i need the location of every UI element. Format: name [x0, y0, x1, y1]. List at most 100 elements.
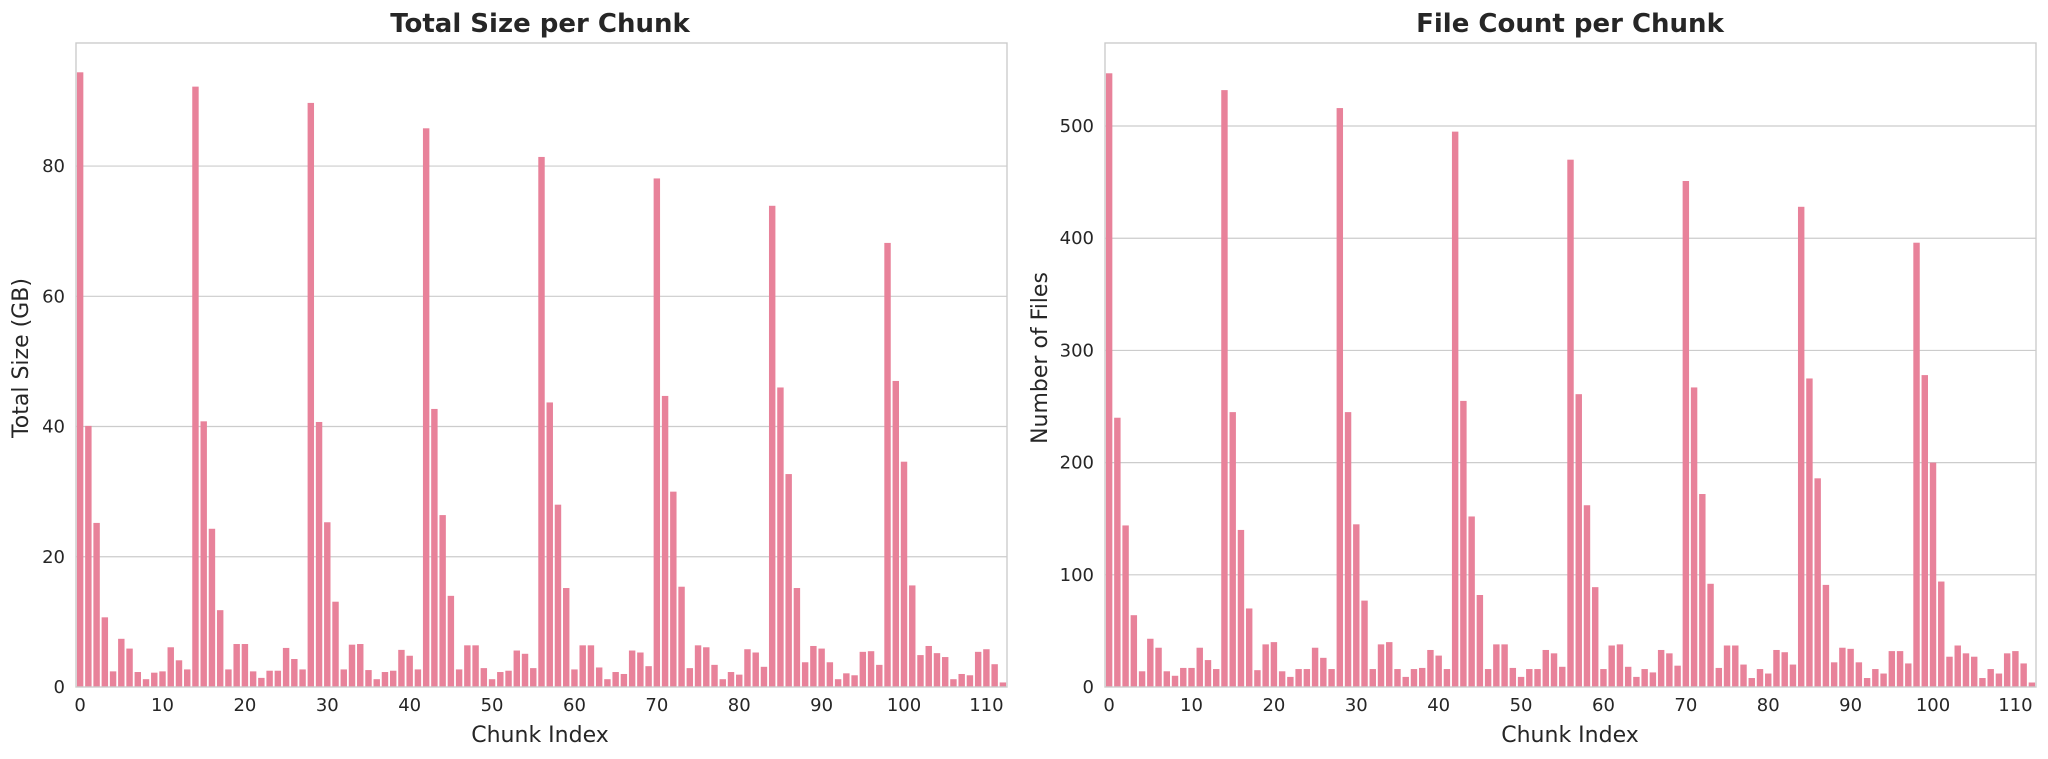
- bar: [1954, 645, 1961, 687]
- bar: [530, 668, 537, 687]
- bar: [249, 671, 257, 687]
- bar: [966, 675, 974, 687]
- bar: [876, 664, 883, 687]
- bar: [1633, 676, 1640, 687]
- bar: [1592, 587, 1599, 687]
- bar: [208, 528, 216, 687]
- bar: [637, 652, 644, 687]
- bar: [587, 645, 595, 687]
- bar: [266, 670, 273, 687]
- bar: [991, 664, 998, 687]
- bar: [439, 515, 446, 687]
- bar: [1732, 645, 1739, 687]
- y-tick-label: 0: [54, 677, 65, 698]
- bar: [661, 395, 669, 687]
- bar: [1880, 673, 1887, 687]
- bar: [216, 610, 224, 687]
- bar: [307, 102, 315, 687]
- bar: [1682, 181, 1690, 687]
- bar: [192, 86, 199, 687]
- bar: [1476, 595, 1484, 687]
- bar: [2012, 651, 2019, 687]
- bar: [612, 672, 619, 687]
- bar: [727, 672, 735, 687]
- bar: [843, 673, 850, 687]
- bar: [159, 671, 166, 687]
- x-tick-label: 50: [1510, 695, 1533, 716]
- bar: [1855, 662, 1863, 687]
- bar: [1303, 669, 1311, 687]
- bars-file-count: [1105, 73, 2036, 688]
- bar: [167, 647, 174, 687]
- bar: [620, 673, 628, 687]
- bar: [925, 645, 932, 687]
- bar: [810, 645, 817, 687]
- bar: [1451, 131, 1459, 687]
- bar: [703, 647, 710, 687]
- bar: [1270, 642, 1278, 687]
- bar: [134, 672, 142, 687]
- bar: [1493, 644, 1500, 687]
- bar: [200, 421, 207, 687]
- bar: [1863, 678, 1871, 687]
- bar: [1575, 394, 1582, 687]
- y-axis-label-file-count: Number of Files: [1028, 272, 1053, 444]
- bar: [118, 638, 125, 687]
- x-tick-label: 90: [1839, 695, 1862, 716]
- bar: [1995, 673, 2003, 687]
- bar: [950, 679, 957, 687]
- x-tick-label: 20: [1262, 695, 1285, 716]
- panel-file-count: File Count per Chunk Chunk Index Number …: [1028, 9, 2037, 748]
- bar: [1254, 670, 1261, 687]
- bar: [1295, 669, 1302, 687]
- x-tick-label: 110: [1998, 695, 2032, 716]
- bar: [884, 242, 891, 687]
- bar: [365, 670, 372, 687]
- y-tick-label: 400: [1060, 228, 1094, 249]
- bar: [521, 653, 529, 687]
- bar: [752, 652, 759, 687]
- bar: [513, 650, 520, 687]
- bar: [1929, 462, 1937, 687]
- bar: [1336, 108, 1344, 687]
- bar: [126, 648, 133, 687]
- bar: [736, 674, 743, 687]
- bar: [1278, 671, 1286, 687]
- bar: [719, 679, 726, 687]
- bar: [1344, 412, 1352, 687]
- bar: [1765, 673, 1772, 687]
- bar: [258, 677, 265, 687]
- bar: [974, 651, 982, 687]
- x-ticks-file-count: 0 10 20 30 40 50 60 70 80 90 100 110: [1103, 695, 2032, 716]
- x-tick-label: 20: [233, 695, 256, 716]
- bar: [1559, 666, 1566, 687]
- bar: [1624, 666, 1632, 687]
- bar: [917, 655, 924, 687]
- bar: [1699, 494, 1706, 687]
- bar: [315, 421, 323, 687]
- bar: [744, 649, 751, 687]
- bar: [2003, 653, 2011, 687]
- bar: [291, 659, 298, 687]
- panel-total-size: Total Size per Chunk Chunk Index Total S…: [9, 9, 1008, 748]
- bar: [389, 670, 397, 687]
- bar: [1872, 669, 1879, 687]
- bar: [941, 657, 949, 687]
- bar: [1221, 90, 1228, 688]
- x-tick-label: 0: [74, 695, 85, 716]
- y-tick-label: 200: [1060, 453, 1094, 474]
- bar: [1830, 662, 1838, 687]
- y-tick-label: 300: [1060, 340, 1094, 361]
- bar: [1402, 676, 1409, 687]
- bar: [1130, 615, 1138, 687]
- bar: [373, 679, 380, 687]
- bar: [1353, 524, 1360, 687]
- bar: [1979, 678, 1986, 687]
- bar: [785, 474, 792, 687]
- bar: [357, 644, 364, 687]
- bar: [1526, 669, 1533, 687]
- bar: [348, 644, 356, 687]
- y-ticks-total-size: 0 20 40 60 80: [42, 156, 65, 698]
- bar: [801, 662, 809, 687]
- bar: [1723, 645, 1731, 687]
